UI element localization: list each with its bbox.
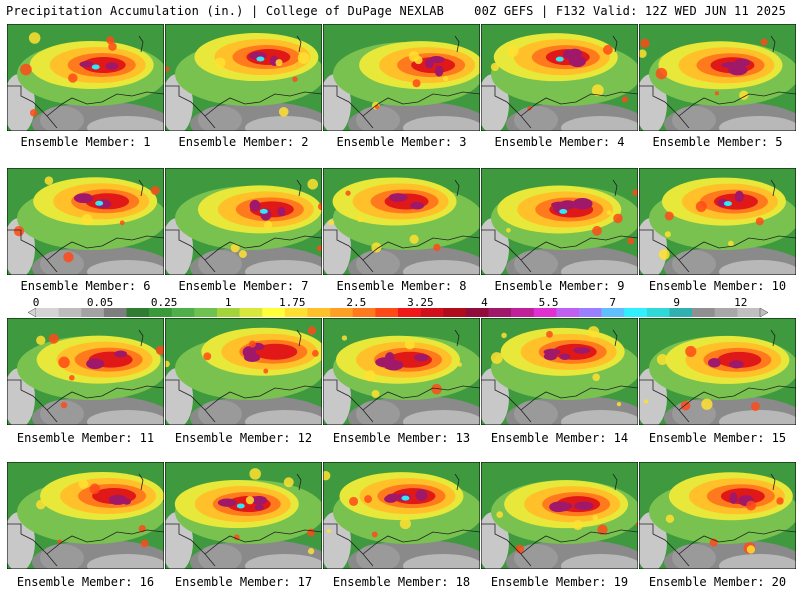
ensemble-member-label: Ensemble Member: 3 bbox=[336, 135, 467, 149]
precip-map-panel bbox=[7, 168, 164, 275]
ensemble-member-label: Ensemble Member: 19 bbox=[490, 575, 629, 589]
precip-map-panel bbox=[323, 462, 480, 569]
legend-swatch bbox=[511, 308, 535, 317]
legend-swatch bbox=[217, 308, 240, 317]
legend-swatch bbox=[262, 308, 286, 317]
ensemble-member-label: Ensemble Member: 8 bbox=[336, 279, 467, 293]
legend-tick-label: 1 bbox=[225, 297, 232, 309]
valid-time: 00Z GEFS | F132 Valid: 12Z WED JUN 11 20… bbox=[474, 4, 786, 18]
legend-tick-label: 4 bbox=[481, 297, 488, 309]
legend-arrow-right bbox=[759, 307, 769, 318]
legend-swatch bbox=[103, 308, 127, 317]
ensemble-member-label: Ensemble Member: 6 bbox=[20, 279, 151, 293]
legend-swatch bbox=[737, 308, 761, 317]
legend-swatch bbox=[126, 308, 150, 317]
precip-map-panel bbox=[323, 24, 480, 131]
legend-tick-label: 3.25 bbox=[407, 297, 434, 309]
precip-map-panel bbox=[165, 462, 322, 569]
legend-swatch bbox=[420, 308, 444, 317]
legend-arrow-left bbox=[28, 307, 37, 318]
ensemble-member-label: Ensemble Member: 18 bbox=[332, 575, 471, 589]
legend-swatch bbox=[579, 308, 602, 317]
precip-map-panel bbox=[481, 318, 638, 425]
legend-tick-label: 1.75 bbox=[279, 297, 306, 309]
legend-swatch bbox=[624, 308, 648, 317]
legend-swatch bbox=[375, 308, 399, 317]
precip-map-panel bbox=[481, 24, 638, 131]
legend-swatch bbox=[556, 308, 580, 317]
precip-map-panel bbox=[481, 168, 638, 275]
ensemble-member-label: Ensemble Member: 5 bbox=[652, 135, 783, 149]
legend-tick-label: 5.5 bbox=[539, 297, 559, 309]
precip-map-panel bbox=[639, 462, 796, 569]
legend-swatch bbox=[352, 308, 376, 317]
legend-swatch bbox=[239, 308, 263, 317]
legend-tick-label: 0.25 bbox=[151, 297, 178, 309]
legend-tick-label: 2.5 bbox=[346, 297, 366, 309]
ensemble-member-label: Ensemble Member: 20 bbox=[648, 575, 787, 589]
precip-map-panel bbox=[7, 462, 164, 569]
legend-tick-label: 0.05 bbox=[87, 297, 114, 309]
precip-map-panel bbox=[7, 24, 164, 131]
precip-map-panel bbox=[323, 168, 480, 275]
ensemble-member-label: Ensemble Member: 1 bbox=[20, 135, 151, 149]
legend-swatch bbox=[171, 308, 195, 317]
precip-map-panel bbox=[7, 318, 164, 425]
legend-tick-label: 12 bbox=[734, 297, 747, 309]
legend-swatch bbox=[669, 308, 693, 317]
precip-map-panel bbox=[639, 168, 796, 275]
legend-swatch bbox=[714, 308, 738, 317]
legend-swatch bbox=[330, 308, 354, 317]
ensemble-member-label: Ensemble Member: 11 bbox=[16, 431, 155, 445]
legend-swatch bbox=[443, 308, 467, 317]
legend-swatch bbox=[149, 308, 173, 317]
map-title: Precipitation Accumulation (in.) | Colle… bbox=[6, 4, 445, 18]
legend-tick-label: 9 bbox=[673, 297, 680, 309]
ensemble-member-label: Ensemble Member: 7 bbox=[178, 279, 309, 293]
ensemble-member-label: Ensemble Member: 2 bbox=[178, 135, 309, 149]
legend-tick-label: 0 bbox=[33, 297, 40, 309]
ensemble-member-label: Ensemble Member: 9 bbox=[494, 279, 625, 293]
precip-map-panel bbox=[323, 318, 480, 425]
legend-swatch bbox=[398, 308, 421, 317]
precip-map-panel bbox=[165, 318, 322, 425]
precip-map-panel bbox=[165, 24, 322, 131]
ensemble-member-label: Ensemble Member: 15 bbox=[648, 431, 787, 445]
legend-swatch bbox=[488, 308, 512, 317]
legend-swatch bbox=[58, 308, 82, 317]
precip-map-panel bbox=[165, 168, 322, 275]
legend-swatch bbox=[36, 308, 59, 317]
color-legend: 0 0.05 0.25 1 1.75 2.5 3.25 4 5.5 7 9 12 bbox=[28, 297, 769, 318]
precip-map-panel bbox=[639, 24, 796, 131]
ensemble-member-label: Ensemble Member: 14 bbox=[490, 431, 629, 445]
legend-tick-label: 7 bbox=[609, 297, 616, 309]
ensemble-member-label: Ensemble Member: 4 bbox=[494, 135, 625, 149]
legend-swatch bbox=[646, 308, 670, 317]
precip-map-panel bbox=[639, 318, 796, 425]
ensemble-member-label: Ensemble Member: 16 bbox=[16, 575, 155, 589]
precip-map-panel bbox=[481, 462, 638, 569]
legend-swatch bbox=[307, 308, 331, 317]
ensemble-member-label: Ensemble Member: 17 bbox=[174, 575, 313, 589]
legend-swatch bbox=[284, 308, 308, 317]
ensemble-member-label: Ensemble Member: 10 bbox=[648, 279, 787, 293]
legend-swatch bbox=[465, 308, 489, 317]
legend-swatch bbox=[194, 308, 218, 317]
legend-swatch bbox=[533, 308, 557, 317]
ensemble-member-label: Ensemble Member: 12 bbox=[174, 431, 313, 445]
legend-swatch bbox=[81, 308, 105, 317]
ensemble-member-label: Ensemble Member: 13 bbox=[332, 431, 471, 445]
legend-swatch bbox=[692, 308, 716, 317]
legend-swatch bbox=[601, 308, 625, 317]
